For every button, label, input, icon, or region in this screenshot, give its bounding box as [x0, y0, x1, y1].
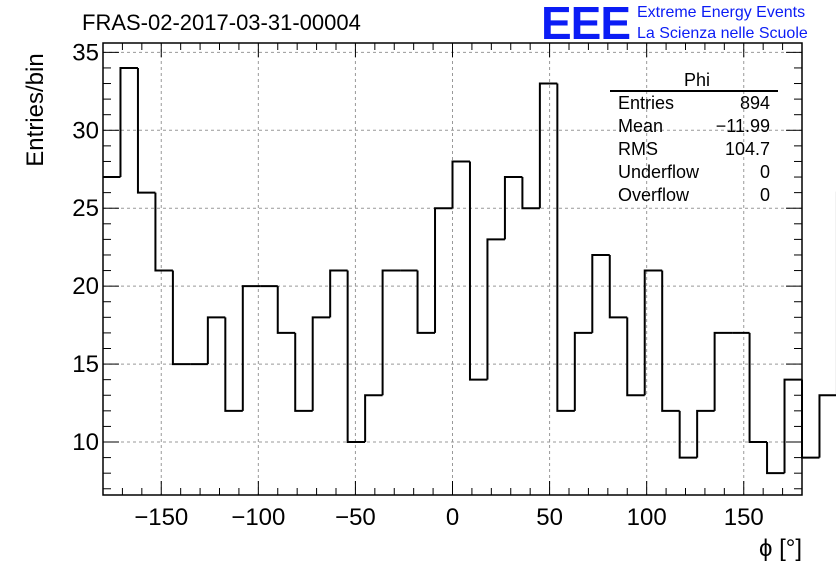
x-tick-label: 100: [627, 504, 667, 531]
histogram-bin: [434, 207, 453, 333]
histogram-bin: [329, 269, 348, 318]
stats-row-underflow: Underflow 0: [610, 161, 778, 184]
histogram-bin: [801, 379, 820, 459]
histogram-bin: [713, 331, 733, 411]
y-tick-label: 35: [72, 39, 99, 66]
stats-label: Overflow: [618, 185, 690, 205]
histogram-bin: [608, 254, 628, 319]
x-tick-label: 150: [724, 504, 764, 531]
histogram-bin: [294, 332, 313, 412]
histogram-bin: [381, 269, 401, 396]
x-tick-label: −50: [335, 504, 376, 531]
stats-value: −11.99: [715, 116, 770, 136]
histogram-bin: [556, 83, 575, 412]
histogram-bin: [591, 253, 610, 333]
x-axis-label: ϕ [°]: [758, 535, 802, 562]
stats-row-overflow: Overflow 0: [610, 184, 778, 207]
histogram-bin: [119, 66, 138, 178]
histogram-bin: [766, 442, 785, 475]
histogram-bin: [748, 332, 768, 444]
histogram-bin: [416, 270, 436, 334]
histogram-bin: [503, 176, 523, 240]
logo-line-2: La Scienza nelle Scuole: [637, 25, 808, 42]
histogram-bin: [276, 286, 296, 334]
y-tick-label: 20: [72, 273, 99, 300]
histogram-bin: [171, 270, 191, 366]
stats-row-mean: Mean −11.99: [610, 115, 778, 138]
x-tick-label: −100: [231, 504, 285, 531]
histogram-bin: [241, 285, 261, 411]
eee-logo: EEE: [541, 0, 631, 49]
stats-value: 104.7: [724, 139, 770, 159]
histogram-bin: [486, 238, 505, 380]
histogram-bin: [538, 82, 558, 209]
stats-value: 894: [739, 93, 770, 113]
x-tick-label: −150: [134, 504, 188, 531]
histogram-bin: [643, 269, 663, 396]
run-title: FRAS-02-2017-03-31-00004: [82, 10, 361, 35]
stats-title: Phi: [610, 70, 778, 92]
histogram-bin: [224, 317, 243, 412]
histogram-bin: [468, 161, 488, 381]
histogram-bin: [346, 270, 366, 444]
histogram-bin: [661, 270, 680, 412]
stats-label: Entries: [618, 93, 675, 113]
logo-subtitle: Extreme Energy Events La Scienza nelle S…: [637, 2, 808, 44]
histogram-bin: [696, 409, 715, 458]
stats-value: 0: [759, 162, 770, 182]
y-tick-label: 15: [72, 351, 99, 378]
histogram-bin: [626, 317, 645, 397]
histogram-bin: [154, 192, 173, 272]
y-tick-label: 25: [72, 195, 99, 222]
stats-box: Phi Entries 894 Mean −11.99 RMS 104.7 Un…: [610, 70, 778, 207]
y-tick-label: 30: [72, 117, 99, 144]
x-tick-label: 0: [446, 504, 459, 531]
stats-row-entries: Entries 894: [610, 92, 778, 115]
histogram-bin: [206, 316, 226, 365]
stats-label: Underflow: [618, 162, 700, 182]
histogram-bin: [678, 410, 698, 459]
stats-value: 0: [759, 185, 770, 205]
stats-label: RMS: [618, 139, 658, 159]
histogram-bin: [451, 160, 470, 209]
histogram-bin: [136, 67, 156, 194]
histogram-bin: [783, 378, 802, 474]
stats-row-rms: RMS 104.7: [610, 138, 778, 161]
stats-label: Mean: [618, 116, 664, 136]
x-tick-label: 50: [536, 504, 563, 531]
histogram-bin: [311, 316, 331, 411]
histogram-bin: [573, 331, 593, 411]
histogram-bin: [364, 394, 383, 443]
y-tick-label: 10: [72, 429, 99, 456]
y-axis-label: Entries/bin: [22, 53, 49, 167]
logo-line-1: Extreme Energy Events: [637, 4, 806, 21]
histogram-bin: [818, 394, 836, 458]
plot-frame: [102, 42, 803, 496]
histogram-bin: [521, 177, 540, 210]
